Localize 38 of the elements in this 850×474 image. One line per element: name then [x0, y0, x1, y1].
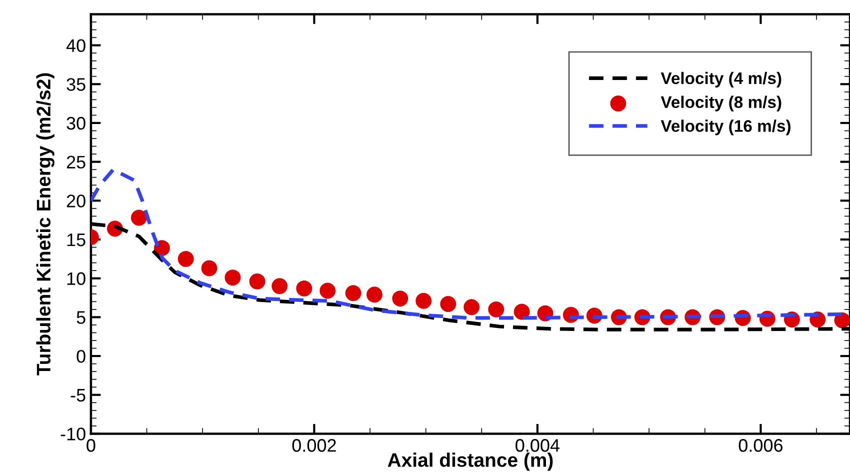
point	[366, 286, 382, 303]
point	[296, 280, 312, 296]
y-tick-label: 40	[66, 39, 86, 52]
point	[201, 260, 218, 276]
y-tick-label: 35	[66, 78, 86, 91]
legend-label: Velocity (16 m/s)	[660, 120, 790, 136]
point	[178, 250, 194, 267]
x-tick-label: 0.004	[516, 439, 560, 452]
point	[249, 273, 266, 290]
point	[834, 312, 850, 328]
x-tick-label: 0	[86, 439, 96, 452]
y-tick-label: -10	[60, 428, 86, 440]
point	[320, 282, 336, 299]
point	[345, 285, 362, 302]
point	[416, 292, 432, 309]
x-tick-label: 0.006	[738, 439, 782, 452]
y-tick-label: 30	[66, 116, 86, 130]
x-tick-label: 0.002	[292, 439, 336, 452]
point	[392, 290, 408, 307]
point	[488, 301, 504, 318]
y-tick-label: -5	[70, 388, 86, 402]
point	[464, 299, 480, 316]
legend-label: Velocity (4 m/s)	[660, 72, 782, 88]
y-tick-label: 10	[67, 272, 86, 286]
y-tick-label: 20	[66, 194, 86, 208]
point	[514, 304, 530, 320]
point	[224, 270, 241, 286]
legend-label: Velocity (8 m/s)	[660, 96, 782, 112]
point	[537, 305, 554, 322]
y-tick-label: 25	[66, 156, 86, 169]
point	[272, 278, 288, 294]
x-axis-title: Axial distance (m)	[388, 452, 553, 471]
y-tick-label: 0	[76, 350, 86, 363]
y-tick-label: 5	[76, 311, 86, 324]
point	[440, 296, 456, 312]
point	[130, 210, 147, 226]
y-tick-label: 15	[67, 234, 86, 246]
y-axis-title: Turbulent Kinetic Energy (m2/s2)	[36, 73, 54, 376]
